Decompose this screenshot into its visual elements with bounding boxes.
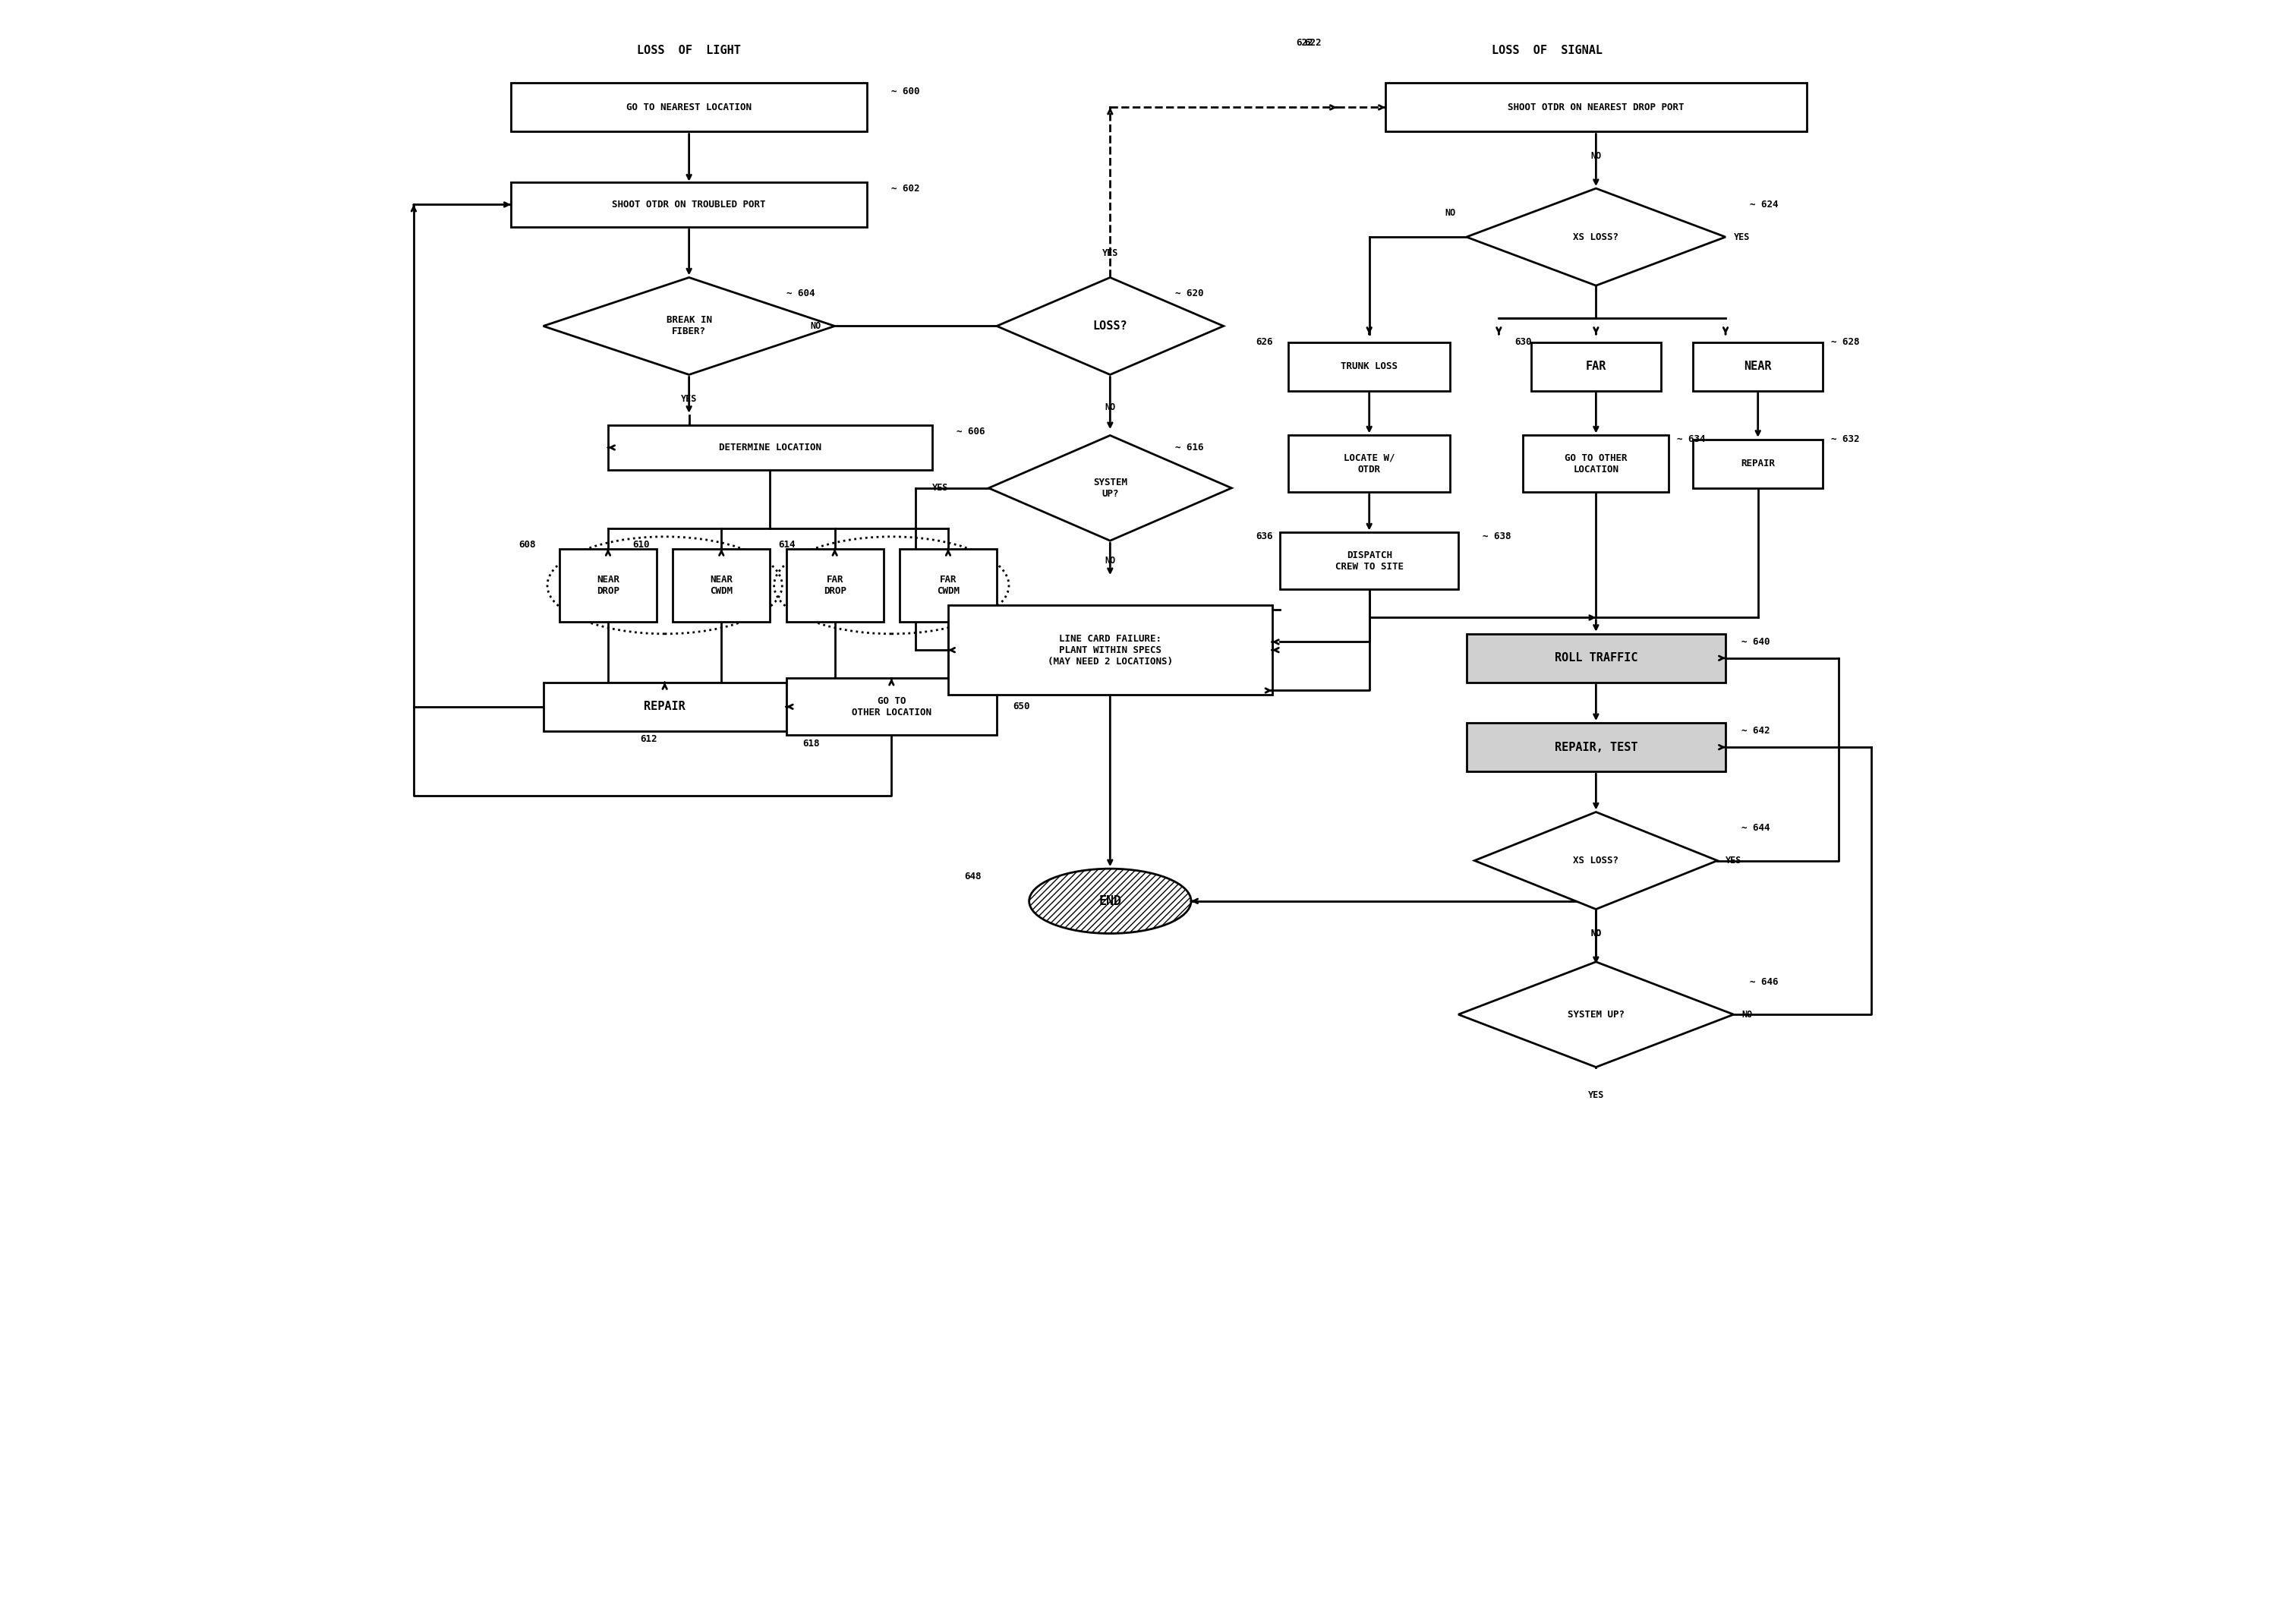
- Text: ~ 616: ~ 616: [1174, 443, 1204, 453]
- Text: ~ 620: ~ 620: [1174, 289, 1204, 299]
- Text: END: END: [1099, 895, 1122, 908]
- Bar: [672, 549, 770, 622]
- Text: YES: YES: [1725, 856, 1741, 866]
- Bar: [1693, 343, 1823, 391]
- Text: DISPATCH
CREW TO SITE: DISPATCH CREW TO SITE: [1334, 551, 1403, 572]
- Text: YES: YES: [681, 395, 697, 404]
- Text: ~ 634: ~ 634: [1677, 435, 1705, 445]
- Bar: [948, 606, 1273, 695]
- Text: NO: NO: [1590, 929, 1602, 939]
- Text: LINE CARD FAILURE:
PLANT WITHIN SPECS
(MAY NEED 2 LOCATIONS): LINE CARD FAILURE: PLANT WITHIN SPECS (M…: [1047, 633, 1172, 666]
- Text: ~ 628: ~ 628: [1830, 338, 1860, 348]
- Text: SYSTEM
UP?: SYSTEM UP?: [1092, 477, 1127, 499]
- Text: LOSS  OF  SIGNAL: LOSS OF SIGNAL: [1492, 45, 1602, 57]
- Bar: [1467, 723, 1725, 771]
- Bar: [786, 679, 996, 736]
- Text: ~ 606: ~ 606: [955, 427, 985, 437]
- Bar: [1289, 435, 1451, 492]
- Text: REPAIR: REPAIR: [1741, 460, 1775, 469]
- Text: FAR
DROP: FAR DROP: [823, 575, 845, 596]
- Text: 618: 618: [802, 739, 820, 749]
- Text: 610: 610: [633, 539, 649, 549]
- Text: NO: NO: [1444, 208, 1456, 218]
- Text: ~ 600: ~ 600: [891, 86, 921, 96]
- Polygon shape: [1474, 812, 1718, 909]
- Bar: [1289, 343, 1451, 391]
- Bar: [786, 549, 884, 622]
- Text: ~ 644: ~ 644: [1741, 823, 1771, 833]
- Bar: [1693, 440, 1823, 489]
- Text: NO: NO: [1741, 1010, 1753, 1020]
- Polygon shape: [1467, 188, 1725, 286]
- Bar: [608, 425, 932, 471]
- Text: FAR: FAR: [1586, 361, 1606, 372]
- Bar: [560, 549, 656, 622]
- Text: GO TO OTHER
LOCATION: GO TO OTHER LOCATION: [1565, 453, 1627, 474]
- Text: NEAR
CWDM: NEAR CWDM: [711, 575, 733, 596]
- Text: SHOOT OTDR ON TROUBLED PORT: SHOOT OTDR ON TROUBLED PORT: [612, 200, 765, 209]
- Text: ~ 638: ~ 638: [1483, 531, 1510, 541]
- Text: ~ 640: ~ 640: [1741, 637, 1771, 646]
- Bar: [1531, 343, 1661, 391]
- Text: FAR
CWDM: FAR CWDM: [937, 575, 960, 596]
- Bar: [900, 549, 996, 622]
- Text: ~ 642: ~ 642: [1741, 726, 1771, 736]
- Text: NEAR: NEAR: [1743, 361, 1771, 372]
- Text: YES: YES: [932, 482, 948, 494]
- Text: GO TO
OTHER LOCATION: GO TO OTHER LOCATION: [852, 697, 932, 718]
- Bar: [1467, 633, 1725, 682]
- Text: SYSTEM UP?: SYSTEM UP?: [1568, 1010, 1625, 1020]
- Bar: [1280, 533, 1458, 590]
- Text: YES: YES: [1588, 1091, 1604, 1101]
- Ellipse shape: [1028, 869, 1190, 934]
- Text: 648: 648: [964, 872, 983, 882]
- Text: 614: 614: [779, 539, 795, 549]
- Text: ~ 632: ~ 632: [1830, 435, 1860, 445]
- Polygon shape: [544, 278, 834, 375]
- Text: 626: 626: [1257, 338, 1273, 348]
- Polygon shape: [996, 278, 1222, 375]
- Text: NO: NO: [1104, 555, 1115, 565]
- Bar: [512, 182, 868, 227]
- Text: ~ 604: ~ 604: [786, 289, 816, 299]
- Text: GO TO NEAREST LOCATION: GO TO NEAREST LOCATION: [626, 102, 752, 112]
- Text: NO: NO: [811, 322, 820, 331]
- Bar: [544, 682, 786, 731]
- Text: NO: NO: [1590, 929, 1602, 939]
- Text: ~ 646: ~ 646: [1750, 978, 1778, 987]
- Text: SHOOT OTDR ON NEAREST DROP PORT: SHOOT OTDR ON NEAREST DROP PORT: [1508, 102, 1684, 112]
- Text: DETERMINE LOCATION: DETERMINE LOCATION: [720, 443, 820, 453]
- Text: YES: YES: [1101, 248, 1117, 258]
- Text: 650: 650: [1012, 702, 1031, 711]
- Polygon shape: [1458, 961, 1734, 1067]
- Text: LOCATE W/
OTDR: LOCATE W/ OTDR: [1344, 453, 1394, 474]
- Text: REPAIR: REPAIR: [644, 702, 686, 713]
- Bar: [1524, 435, 1668, 492]
- Text: 622: 622: [1296, 37, 1314, 47]
- Bar: [512, 83, 868, 132]
- Text: BREAK IN
FIBER?: BREAK IN FIBER?: [667, 315, 713, 336]
- Bar: [1385, 83, 1807, 132]
- Text: XS LOSS?: XS LOSS?: [1572, 232, 1618, 242]
- Text: NO: NO: [1590, 151, 1602, 161]
- Text: NO: NO: [1104, 403, 1115, 412]
- Text: XS LOSS?: XS LOSS?: [1572, 856, 1618, 866]
- Text: 622: 622: [1305, 37, 1321, 47]
- Text: 608: 608: [519, 539, 537, 549]
- Polygon shape: [989, 435, 1232, 541]
- Text: ~ 624: ~ 624: [1750, 200, 1778, 209]
- Text: 630: 630: [1515, 338, 1531, 348]
- Text: ROLL TRAFFIC: ROLL TRAFFIC: [1554, 653, 1638, 664]
- Text: LOSS?: LOSS?: [1092, 320, 1127, 331]
- Text: TRUNK LOSS: TRUNK LOSS: [1341, 362, 1398, 372]
- Text: ~ 602: ~ 602: [891, 184, 921, 193]
- Text: REPAIR, TEST: REPAIR, TEST: [1554, 742, 1638, 754]
- Text: 636: 636: [1257, 531, 1273, 541]
- Text: 612: 612: [640, 734, 658, 744]
- Text: YES: YES: [1734, 232, 1750, 242]
- Text: LOSS  OF  LIGHT: LOSS OF LIGHT: [638, 45, 740, 57]
- Text: NEAR
DROP: NEAR DROP: [596, 575, 619, 596]
